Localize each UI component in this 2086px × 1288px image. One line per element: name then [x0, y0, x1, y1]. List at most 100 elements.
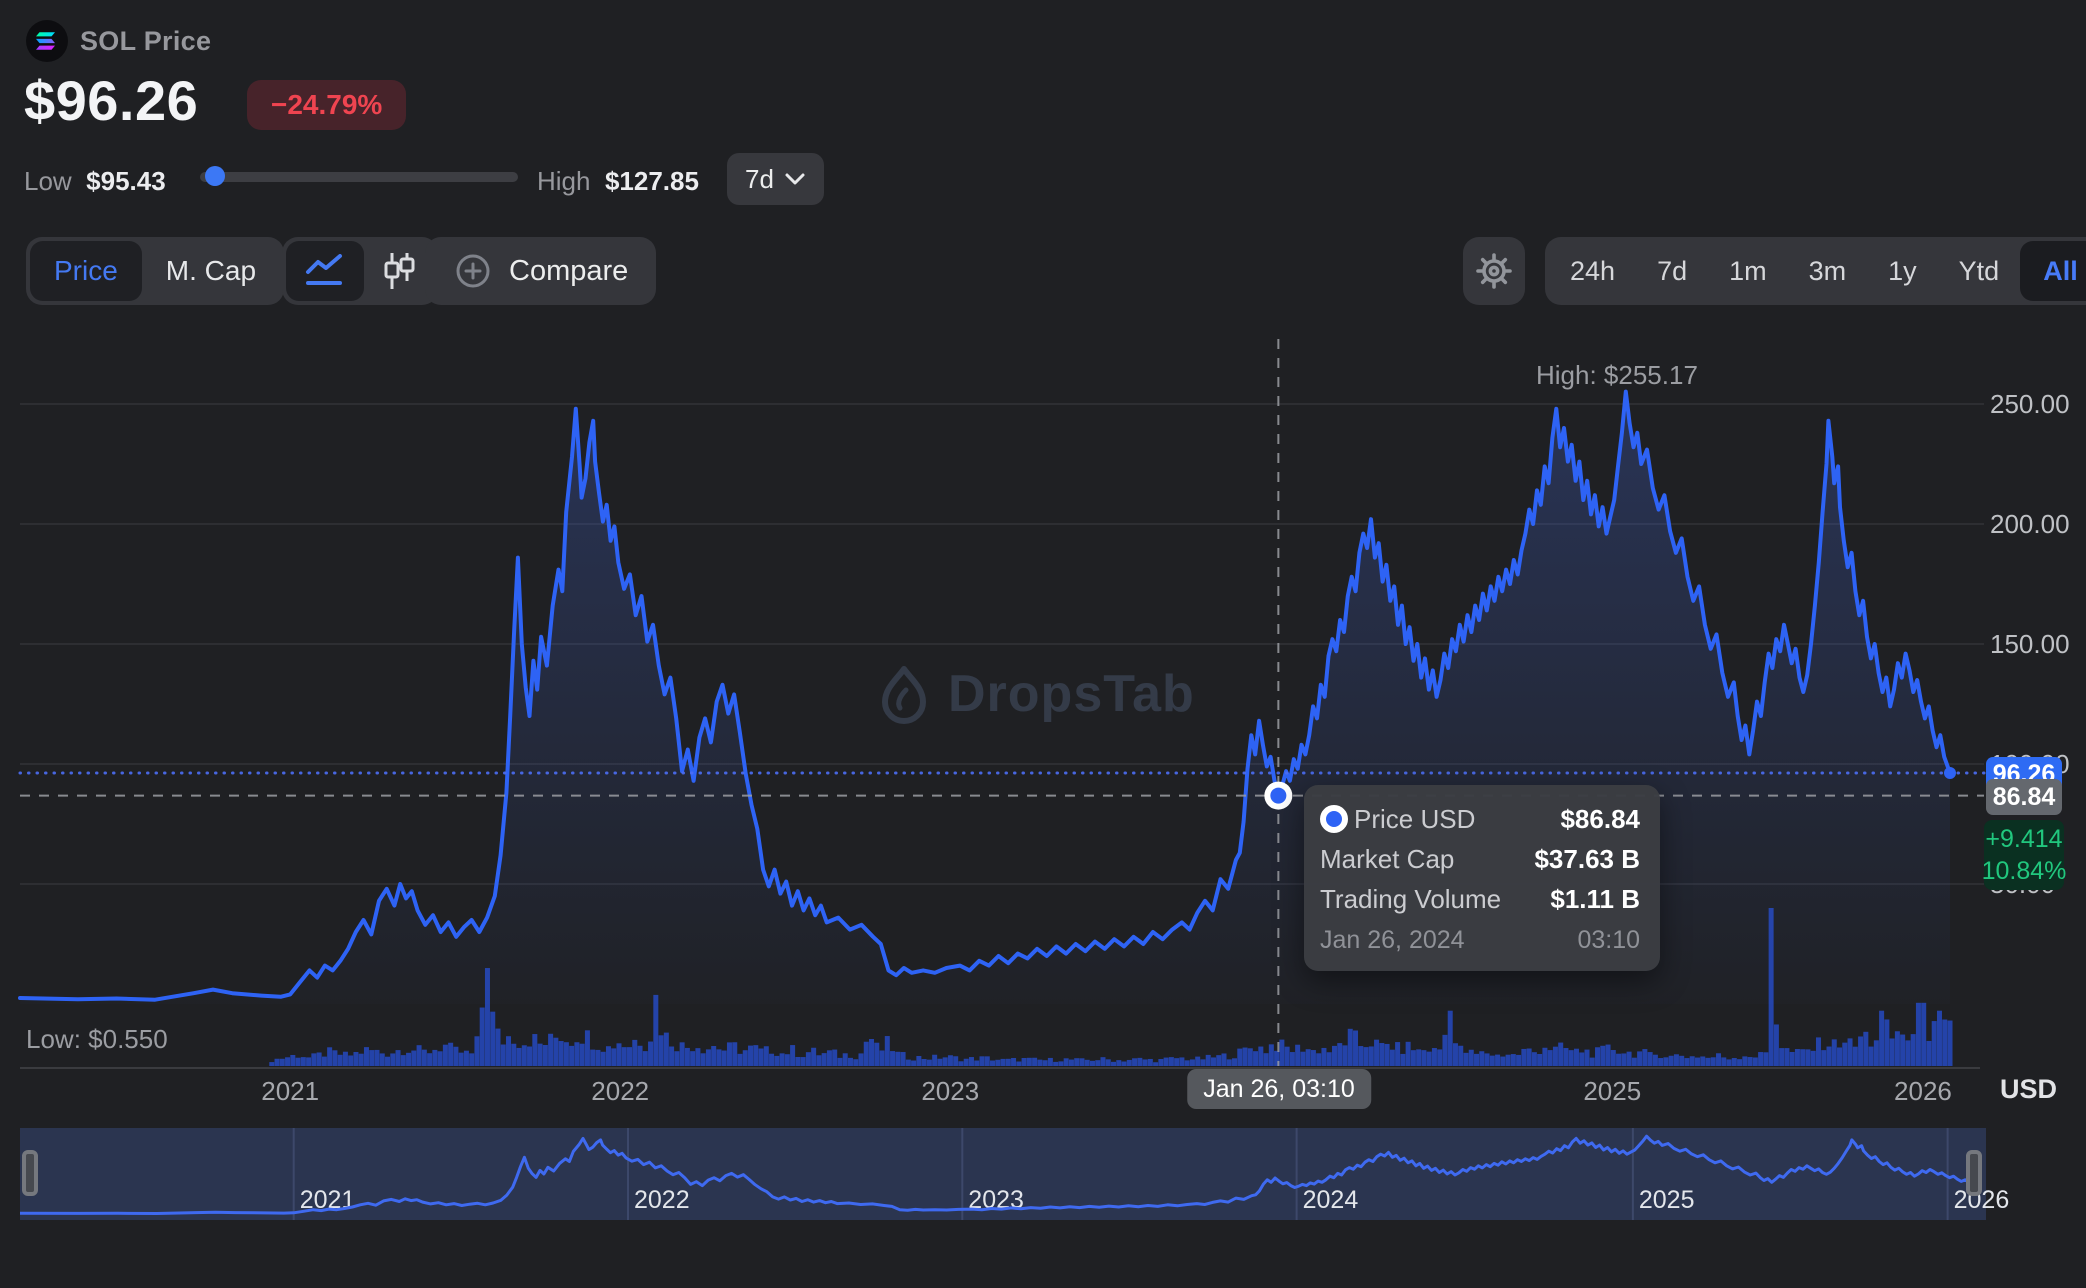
volume-bar — [400, 1055, 406, 1066]
minimap-year-label-2021: 2021 — [299, 1186, 356, 1214]
y-axis-label: 250.00 — [1990, 389, 2070, 419]
volume-bar — [1353, 1030, 1359, 1066]
candlestick-chart-type-button[interactable] — [364, 241, 434, 301]
compare-button[interactable]: Compare — [425, 237, 657, 305]
volume-bar — [1011, 1057, 1017, 1066]
tab-mcap[interactable]: M. Cap — [165, 255, 257, 286]
gear-icon — [1476, 253, 1512, 289]
volume-bar — [1526, 1048, 1532, 1066]
volume-bar — [900, 1052, 906, 1066]
volume-bar — [1347, 1028, 1353, 1066]
volume-bar — [1279, 1039, 1285, 1066]
volume-bar — [395, 1050, 401, 1066]
volume-bar — [311, 1053, 317, 1066]
volume-bar — [953, 1056, 959, 1066]
volume-bar — [521, 1045, 527, 1066]
range-7d[interactable]: 7d — [1657, 255, 1688, 286]
volume-bar — [832, 1049, 838, 1066]
volume-bar — [1621, 1053, 1627, 1066]
line-chart-type-button[interactable] — [286, 241, 364, 301]
range-ytd[interactable]: Ytd — [1958, 255, 2000, 286]
volume-bar — [553, 1037, 559, 1066]
watermark: DropsTab — [878, 664, 1195, 724]
chart-settings-button[interactable] — [1463, 237, 1525, 305]
minimap-right-handle[interactable] — [1966, 1150, 1982, 1196]
volume-bar — [1605, 1044, 1611, 1066]
volume-bar — [611, 1048, 617, 1066]
volume-bar — [584, 1030, 590, 1066]
volume-bar — [1537, 1053, 1543, 1066]
volume-bar — [1226, 1059, 1232, 1066]
volume-bar — [1389, 1049, 1395, 1066]
volume-bar — [863, 1041, 869, 1066]
range-1m[interactable]: 1m — [1729, 255, 1767, 286]
x-axis-label-2023: 2023 — [921, 1076, 980, 1106]
volume-bar — [337, 1054, 343, 1066]
volume-bar — [463, 1050, 469, 1066]
volume-bar — [1247, 1048, 1253, 1066]
volume-bar — [1852, 1046, 1858, 1066]
range-1y[interactable]: 1y — [1888, 255, 1917, 286]
volume-bar — [1452, 1043, 1458, 1066]
range-dropdown-button[interactable]: 7d — [727, 153, 824, 205]
volume-bar — [816, 1055, 822, 1066]
volume-bar — [669, 1046, 675, 1066]
volume-bar — [1068, 1059, 1074, 1066]
volume-bar — [869, 1039, 875, 1066]
volume-bar — [916, 1055, 922, 1066]
volume-bar — [963, 1058, 969, 1066]
volume-bar — [416, 1045, 422, 1066]
volume-bar — [332, 1050, 338, 1066]
volume-bar — [1747, 1057, 1753, 1066]
volume-bar — [1221, 1053, 1227, 1066]
volume-bar — [1258, 1046, 1264, 1066]
volume-bar — [1710, 1057, 1716, 1066]
range-24h[interactable]: 24h — [1570, 255, 1616, 286]
volume-bar — [411, 1050, 417, 1066]
volume-bar — [358, 1053, 364, 1066]
range-3m[interactable]: 3m — [1808, 255, 1847, 286]
range-all[interactable]: All — [2020, 241, 2086, 301]
volume-bar — [1121, 1061, 1127, 1066]
volume-bar — [1936, 1010, 1942, 1066]
minimap-left-handle[interactable] — [22, 1150, 38, 1196]
volume-bar — [432, 1049, 438, 1066]
high-annotation: High: $255.17 — [1536, 360, 1698, 390]
y-axis-label: 200.00 — [1990, 509, 2070, 539]
high-value: $127.85 — [604, 165, 699, 196]
volume-bar — [690, 1051, 696, 1066]
volume-bar — [911, 1060, 917, 1066]
tab-price[interactable]: Price — [30, 241, 142, 301]
price-diff-badge: +9.414 10.84% — [1982, 820, 2066, 890]
volume-bar — [1437, 1049, 1443, 1066]
volume-bar — [1716, 1053, 1722, 1066]
volume-bar — [1037, 1059, 1043, 1066]
volume-bar — [516, 1047, 522, 1066]
tooltip-row-price: Price USD $86.84 — [1320, 799, 1640, 839]
volume-bar — [1111, 1061, 1117, 1066]
x-axis-label-2025: 2025 — [1583, 1076, 1642, 1106]
volume-bar — [1495, 1054, 1501, 1066]
minimap-year-label-2025: 2025 — [1638, 1186, 1695, 1214]
volume-bar — [511, 1043, 517, 1066]
volume-bar — [695, 1048, 701, 1066]
volume-bar — [1868, 1046, 1874, 1066]
volume-bar — [1326, 1052, 1332, 1066]
volume-bar — [300, 1057, 306, 1066]
volume-bar — [1568, 1050, 1574, 1066]
volume-bar — [574, 1042, 580, 1066]
volume-bar — [374, 1049, 380, 1066]
volume-bar — [632, 1039, 638, 1066]
volume-bar — [1021, 1057, 1027, 1066]
volume-bar — [353, 1051, 359, 1066]
volume-bar — [1694, 1057, 1700, 1066]
volume-bar — [1126, 1059, 1132, 1066]
volume-bar — [1263, 1053, 1269, 1066]
volume-bar — [895, 1051, 901, 1066]
volume-bar — [1821, 1050, 1827, 1066]
volume-bar — [847, 1057, 853, 1066]
volume-bar — [795, 1056, 801, 1066]
volume-bar — [1589, 1057, 1595, 1066]
volume-bar — [542, 1045, 548, 1066]
volume-bar — [1800, 1049, 1806, 1066]
